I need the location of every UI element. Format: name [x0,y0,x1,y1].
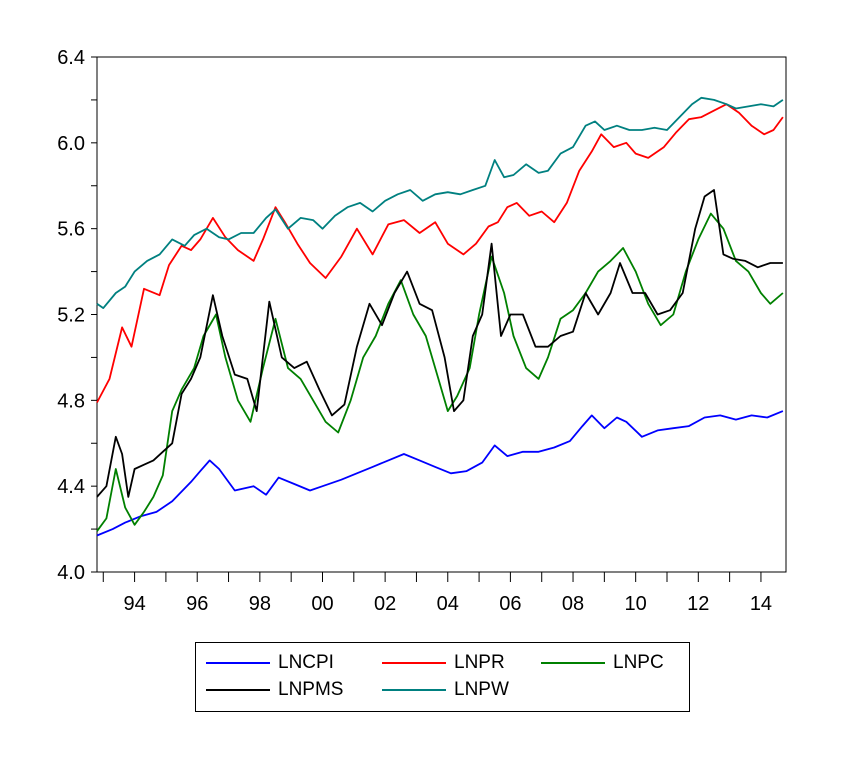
legend-label-lnpw: LNPW [454,679,509,700]
y-tick-label: 4.8 [57,390,85,412]
axis-ticks [91,56,762,582]
x-tick-label: 04 [437,593,459,615]
x-tick-label: 02 [374,593,396,615]
legend-item-lnpms: LNPMS [206,679,343,701]
legend-label-lnpms: LNPMS [278,679,344,700]
x-tick-label: 00 [311,593,333,615]
series-line-lnpc [96,212,784,532]
y-tick-label: 5.2 [57,305,85,327]
series-lines [96,96,784,537]
legend-item-lnpw: LNPW [382,679,509,701]
x-tick-label: 12 [687,593,709,615]
x-tick-label: 06 [499,593,521,615]
legend-label-lnpr: LNPR [454,652,505,673]
legend-item-lncpi: LNCPI [206,652,334,674]
series-line-lnpms [96,189,783,498]
legend-swatch-lnpw [382,689,446,691]
legend-label-lncpi: LNCPI [278,652,334,673]
y-tick-label: 6.4 [57,47,85,69]
series-line-lncpi [96,410,784,537]
y-tick-label: 4.4 [57,476,85,498]
y-tick-label: 6.0 [57,133,85,155]
plot-area [96,56,787,573]
x-tick-label: 10 [625,593,647,615]
legend-label-lnpc: LNPC [613,652,664,673]
legend: LNCPI LNPR LNPC LNPMS LNPW [195,642,690,712]
x-tick-label: 98 [249,593,271,615]
y-tick-label: 4.0 [57,562,85,584]
series-line-lnpr [96,103,784,403]
x-tick-label: 96 [186,593,208,615]
legend-swatch-lnpr [382,662,446,664]
tick-labels: 4.0 4.4 4.8 5.2 5.6 6.0 6.4 94 96 98 00 02 04 06 08 10 1… [57,47,772,615]
legend-item-lnpc: LNPC [541,652,664,674]
x-tick-label: 94 [123,593,145,615]
x-tick-label: 08 [562,593,584,615]
legend-item-lnpr: LNPR [382,652,505,674]
series-line-lnpw [96,96,784,310]
legend-swatch-lnpc [541,662,605,664]
x-tick-label: 14 [750,593,772,615]
legend-swatch-lncpi [206,662,270,664]
legend-swatch-lnpms [206,689,270,691]
y-tick-label: 5.6 [57,219,85,241]
